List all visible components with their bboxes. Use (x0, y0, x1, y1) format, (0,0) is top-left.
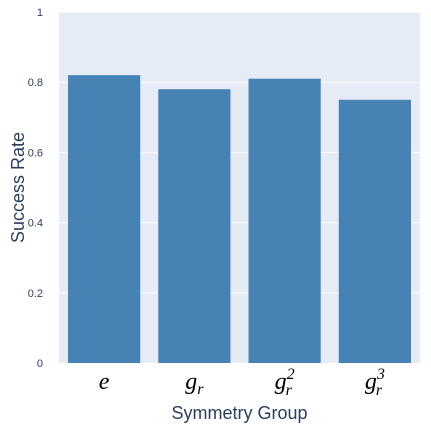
y-tick-label: 1 (37, 7, 43, 19)
bars (68, 75, 411, 364)
bar (338, 99, 411, 363)
x-tick-label: gr (185, 369, 204, 398)
x-tick-label: g3 r (365, 366, 385, 399)
y-tick-label: 0 (37, 358, 43, 370)
bar (248, 78, 321, 363)
bar (68, 75, 141, 364)
x-tick-label: g2 r (275, 366, 295, 399)
y-tick-label: 0.4 (28, 218, 43, 230)
x-tick-labels: e gr g2 r g3 r (99, 366, 385, 399)
y-axis-title: Success Rate (8, 132, 28, 243)
x-tick-label: e (99, 369, 110, 395)
y-tick-label: 0.8 (28, 77, 43, 89)
y-tick-label: 0.6 (28, 147, 43, 159)
bar (158, 89, 231, 363)
y-tick-label: 0.2 (28, 288, 43, 300)
y-tick-labels: 0 0.2 0.4 0.6 0.8 1 (28, 7, 43, 370)
x-axis-title: Symmetry Group (171, 403, 307, 423)
